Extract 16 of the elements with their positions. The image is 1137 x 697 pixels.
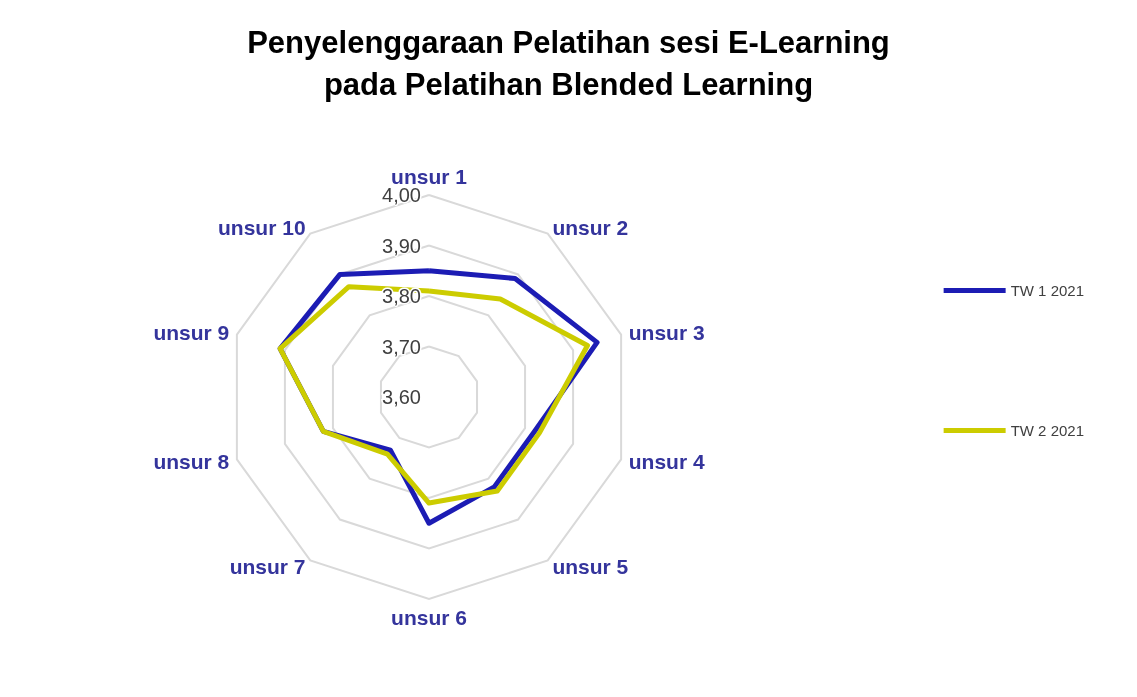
spoke-label: unsur 9 [153, 320, 230, 344]
legend-label: TW 2 2021 [1010, 422, 1085, 439]
y-tick-label: 3,70 [382, 335, 421, 358]
spoke-label: unsur 10 [218, 215, 306, 239]
spoke-label: unsur 5 [552, 555, 629, 579]
spoke-label: unsur 8 [153, 450, 230, 474]
spoke-label: unsur 2 [552, 215, 629, 239]
spoke-label: unsur 4 [628, 450, 705, 474]
spoke-label: unsur 6 [391, 606, 467, 629]
y-tick-label: 3,90 [382, 234, 421, 257]
spoke-label: unsur 7 [229, 555, 306, 579]
spoke-label: unsur 3 [628, 320, 705, 344]
y-tick-label: 3,60 [382, 386, 421, 408]
legend-label: TW 1 2021 [1010, 282, 1085, 299]
chart-title: Penyelenggaraan Pelatihan sesi E-Learning pada Pelatihan Blended Learning [247, 24, 890, 102]
y-tick-label: 3,80 [382, 285, 421, 307]
